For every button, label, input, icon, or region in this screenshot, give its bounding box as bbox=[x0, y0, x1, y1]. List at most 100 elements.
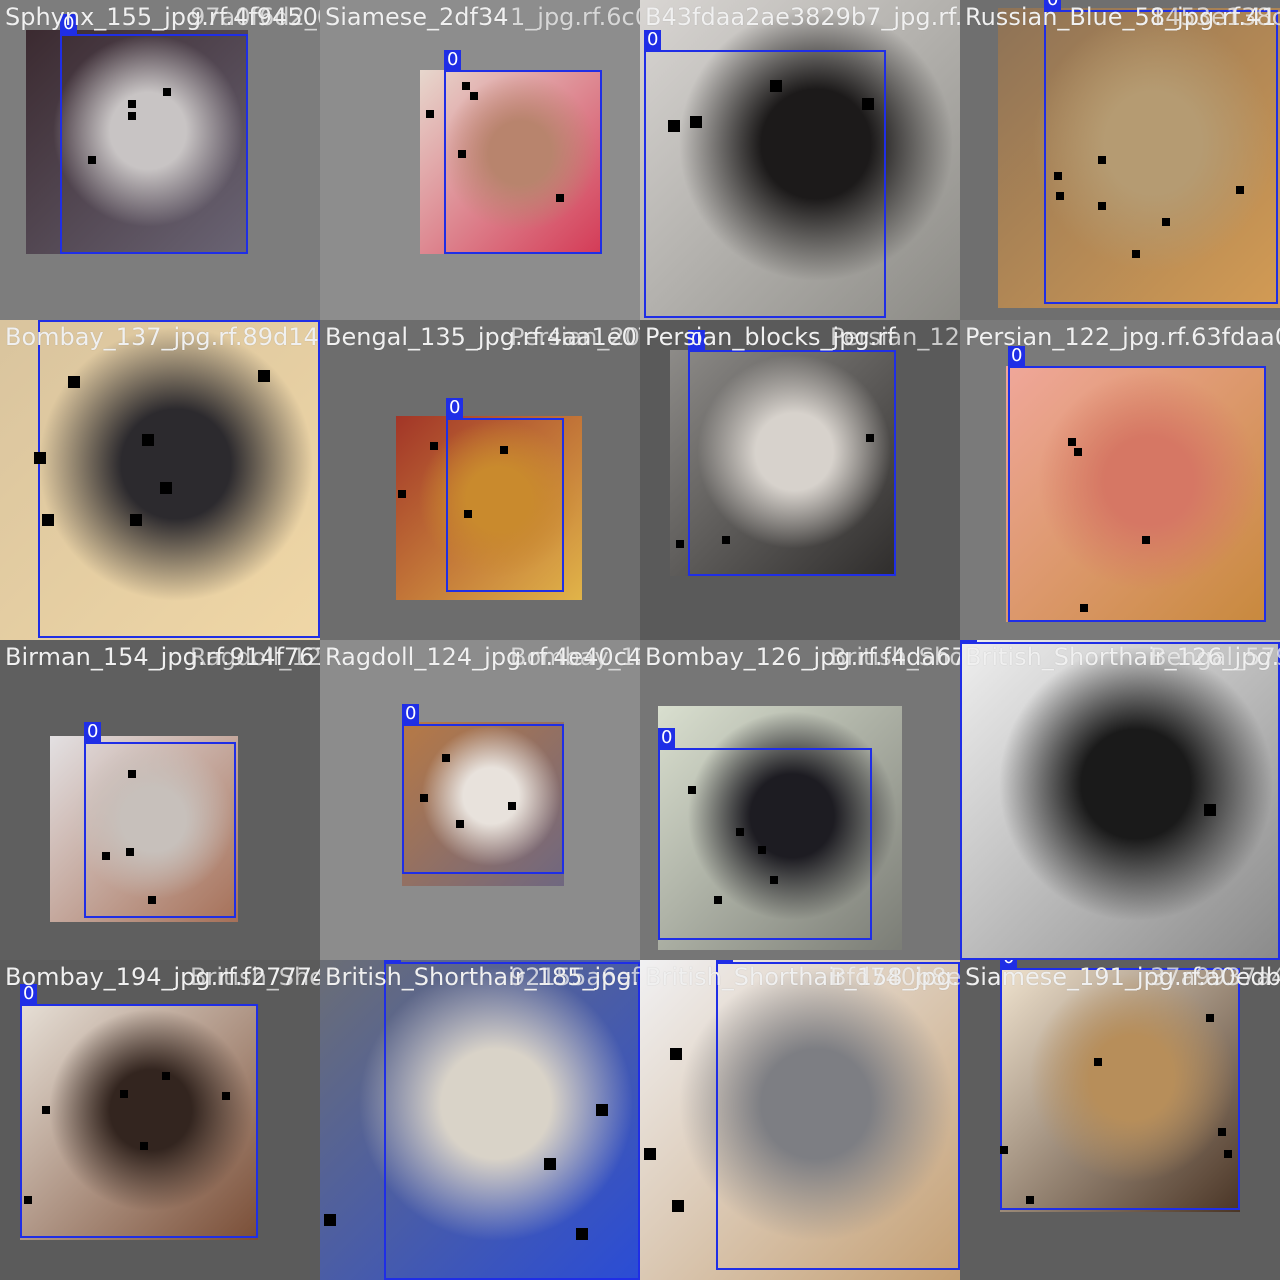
mosaic-marker bbox=[1204, 804, 1216, 816]
bounding-box: 0 bbox=[688, 330, 896, 576]
mosaic-marker bbox=[398, 490, 406, 498]
image-tile[interactable]: 0 British_Shorthair_158_jpg.rf Bfd740b8e… bbox=[640, 960, 960, 1280]
mosaic-marker bbox=[130, 514, 142, 526]
image-tile[interactable]: 0 Bombay_137_jpg.rf.89d14785376d135179a9… bbox=[0, 320, 320, 640]
mosaic-marker bbox=[430, 442, 438, 450]
mosaic-marker bbox=[544, 1158, 556, 1170]
mosaic-marker bbox=[1098, 202, 1106, 210]
cat-photo bbox=[658, 706, 902, 950]
image-title-overlap: 1_jpg.rf.6c0a504 bbox=[510, 3, 640, 31]
image-title: Bengal_135_jpg.rf.4aa1e07f1ec0 bbox=[325, 323, 640, 351]
mosaic-marker bbox=[1162, 218, 1170, 226]
class-label: 0 bbox=[960, 640, 978, 642]
cat-photo bbox=[20, 1004, 258, 1240]
bounding-box: 0 bbox=[716, 960, 960, 1270]
bounding-box: 0 bbox=[20, 984, 258, 1238]
image-tile[interactable]: 0 Persian_122_jpg.rf.63fdaa0 bbox=[960, 320, 1280, 640]
image-tile[interactable]: 0 Siamese_191_jpg.rf.a0edb3 37a9937a44 bbox=[960, 960, 1280, 1280]
mosaic-marker bbox=[862, 98, 874, 110]
mosaic-marker bbox=[148, 896, 156, 904]
mosaic-marker bbox=[258, 370, 270, 382]
mosaic-marker bbox=[142, 434, 154, 446]
mosaic-marker bbox=[34, 452, 46, 464]
mosaic-marker bbox=[770, 876, 778, 884]
bounding-box: 0 bbox=[38, 320, 320, 638]
cat-photo bbox=[420, 70, 602, 254]
image-tile[interactable]: 0 B43fdaa2ae3829b7_jpg.rf.1e3e69b bbox=[640, 0, 960, 320]
bounding-box: 0 bbox=[658, 728, 872, 940]
class-label: 0 bbox=[1044, 0, 1062, 10]
image-tile[interactable]: 0 Sphynx_155_jpg.rf.4f945065 97a0f6d2_0f… bbox=[0, 0, 320, 320]
mosaic-marker bbox=[668, 120, 680, 132]
cat-photo bbox=[396, 416, 582, 600]
image-tile[interactable]: 0 Bombay_194_jpg.rf.f27774b British_Shor… bbox=[0, 960, 320, 1280]
cat-photo bbox=[26, 30, 248, 254]
cat-photo bbox=[670, 350, 896, 576]
image-tile[interactable]: 0 Birman_154_jpg.rf.914f767c Ragdoll_124… bbox=[0, 640, 320, 960]
image-tile[interactable]: 0 British_Shorthair_126_jpg.rf Bengal_57… bbox=[960, 640, 1280, 960]
image-title: Bombay_126_jpg.rf.f4da672 bbox=[645, 643, 960, 671]
mosaic-marker bbox=[68, 376, 80, 388]
bounding-box: 0 bbox=[402, 704, 564, 874]
image-tile[interactable]: 0 Persian_blocks_jpg.rf Persian_122_jpg.… bbox=[640, 320, 960, 640]
mosaic-marker bbox=[670, 1048, 682, 1060]
mosaic-marker bbox=[690, 116, 702, 128]
image-title: Persian_blocks_jpg.rf bbox=[645, 323, 896, 351]
mosaic-marker bbox=[736, 828, 744, 836]
mosaic-marker bbox=[1132, 250, 1140, 258]
mosaic-marker bbox=[1094, 1058, 1102, 1066]
cat-photo bbox=[640, 960, 960, 1280]
image-title: Sphynx_155_jpg.rf.4f945065 bbox=[5, 3, 320, 31]
class-label: 0 bbox=[84, 722, 102, 742]
mosaic-marker bbox=[128, 112, 136, 120]
mosaic-marker bbox=[128, 100, 136, 108]
mosaic-marker bbox=[222, 1092, 230, 1100]
class-label: 0 bbox=[402, 704, 420, 724]
mosaic-marker bbox=[1206, 1014, 1214, 1022]
image-title-overlap: British_Shorthair_126_jpg.rf bbox=[830, 643, 960, 671]
bounding-box: 0 bbox=[444, 50, 602, 254]
bounding-box: 0 bbox=[384, 960, 640, 1280]
class-label: 0 bbox=[658, 728, 676, 748]
class-label: 0 bbox=[1000, 960, 1018, 968]
class-label: 0 bbox=[446, 398, 464, 418]
mosaic-marker bbox=[500, 446, 508, 454]
mosaic-marker bbox=[42, 1106, 50, 1114]
mosaic-marker bbox=[596, 1104, 608, 1116]
class-label: 0 bbox=[384, 960, 402, 962]
mosaic-marker bbox=[458, 150, 466, 158]
class-label: 0 bbox=[716, 960, 734, 962]
mosaic-marker bbox=[140, 1142, 148, 1150]
cat-photo bbox=[1006, 366, 1266, 622]
image-tile[interactable]: 0 Bengal_135_jpg.rf.4aa1e07f1ec0 Persian… bbox=[320, 320, 640, 640]
mosaic-marker bbox=[770, 80, 782, 92]
bounding-box: 0 bbox=[84, 722, 236, 918]
class-label: 0 bbox=[1008, 346, 1026, 366]
image-title-overlap: Persian_202_jpg.rf.2e35eed2 bbox=[510, 323, 640, 351]
class-label: 0 bbox=[60, 14, 78, 34]
mosaic-marker bbox=[126, 848, 134, 856]
bounding-box: 0 bbox=[644, 30, 886, 318]
image-tile[interactable]: 0 British_Shorthair_185_jpg.rf 92155a6ef… bbox=[320, 960, 640, 1280]
mosaic-marker bbox=[676, 540, 684, 548]
image-tile[interactable]: 0 Siamese_2df34 1_jpg.rf.6c0a504 bbox=[320, 0, 640, 320]
mosaic-marker bbox=[866, 434, 874, 442]
mosaic-marker bbox=[672, 1200, 684, 1212]
image-tile[interactable]: 0 Russian_Blue_58_jpg.rf.41 1453e138c6bb bbox=[960, 0, 1280, 320]
image-title: Siamese_2df34 bbox=[325, 3, 509, 31]
mosaic-marker bbox=[464, 510, 472, 518]
image-tile[interactable]: 0 Ragdoll_124_jpg.rf.4e40c4e Bombay_126_… bbox=[320, 640, 640, 960]
cat-photo bbox=[960, 640, 1280, 960]
bounding-box: 0 bbox=[1008, 346, 1266, 622]
class-label: 0 bbox=[444, 50, 462, 70]
bounding-box: 0 bbox=[1044, 0, 1278, 304]
class-label: 0 bbox=[20, 984, 38, 1004]
mosaic-marker bbox=[120, 1090, 128, 1098]
mosaic-marker bbox=[88, 156, 96, 164]
image-title-overlap: Persian_122_jpg.rf.63fdaa0 bbox=[830, 323, 960, 351]
mosaic-marker bbox=[644, 1148, 656, 1160]
image-title-overlap: British_Shorthair_185_jpg.rf bbox=[190, 963, 320, 991]
mosaic-marker bbox=[1142, 536, 1150, 544]
image-tile[interactable]: 0 Bombay_126_jpg.rf.f4da672 British_Shor… bbox=[640, 640, 960, 960]
mosaic-marker bbox=[42, 514, 54, 526]
